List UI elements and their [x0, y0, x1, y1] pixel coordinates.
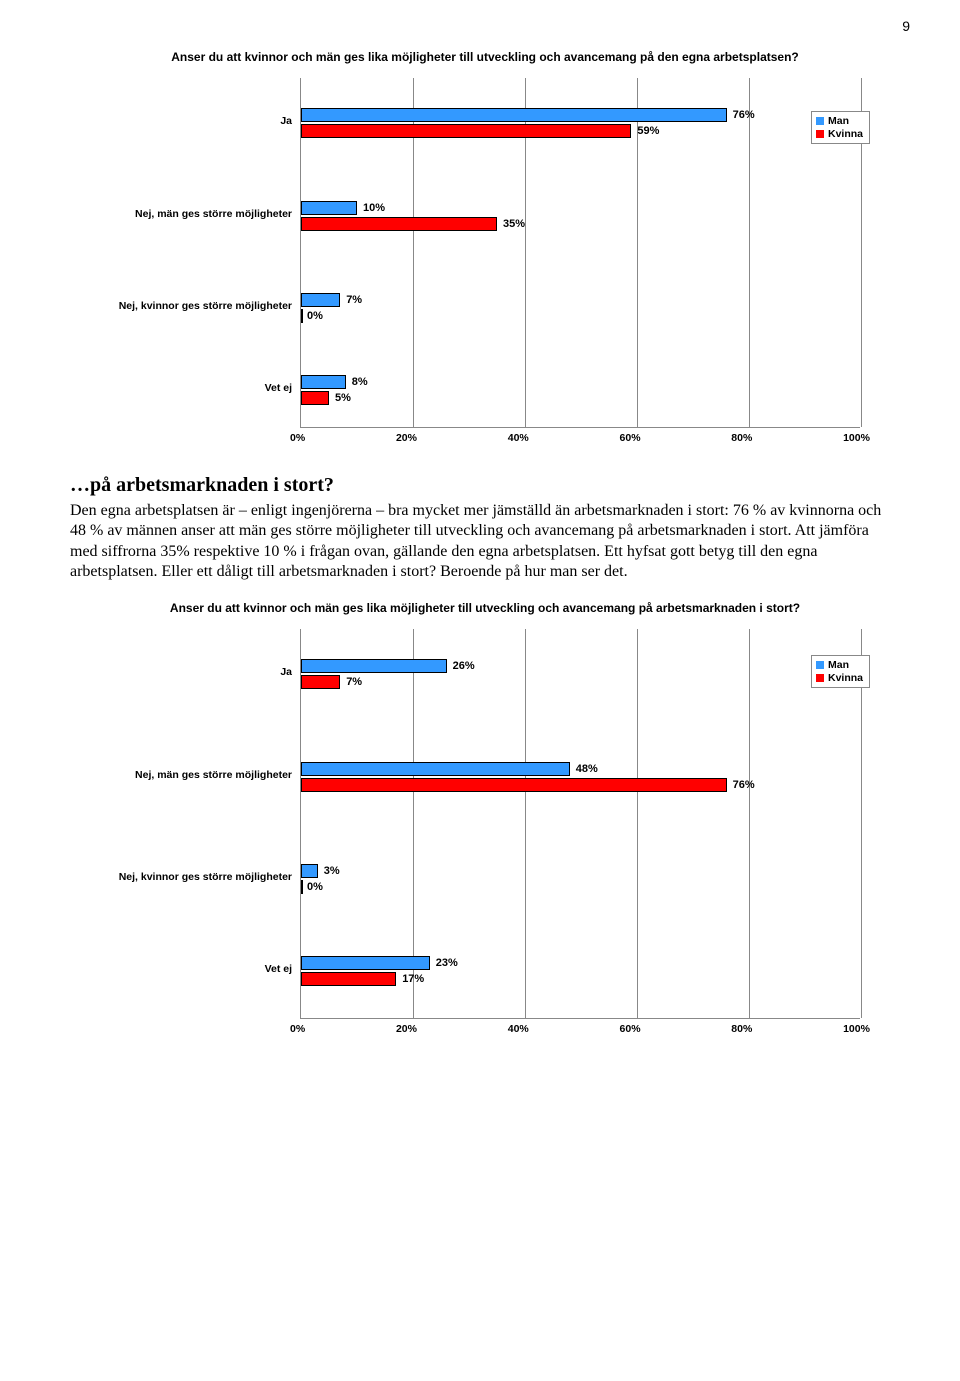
bar-man — [301, 762, 570, 776]
x-axis-labels: 0% 20% 40% 60% 80% 100% — [290, 432, 870, 444]
bar-man — [301, 864, 318, 878]
bar-label-man: 3% — [324, 865, 340, 877]
legend-item-kvinna: Kvinna — [816, 672, 863, 684]
bar-label-man: 26% — [453, 660, 475, 672]
bar-kvinna — [301, 217, 497, 231]
bar-label-man: 23% — [436, 957, 458, 969]
y-axis-label: Nej, män ges större möjligheter — [104, 770, 292, 782]
x-tick-label: 20% — [396, 1023, 417, 1035]
bar-label-kvinna: 59% — [637, 125, 659, 137]
bar-man — [301, 108, 727, 122]
gridline — [637, 629, 638, 1018]
legend: ManKvinna — [811, 655, 870, 688]
swatch-kvinna-icon — [816, 130, 824, 138]
chart1: Ja 76% 59% Nej, män ges större möjligheter 1… — [100, 78, 860, 448]
x-tick-label: 100% — [843, 1023, 870, 1035]
bar-kvinna — [301, 675, 340, 689]
legend-label-kvinna: Kvinna — [828, 128, 863, 140]
y-axis-label: Vet ej — [104, 964, 292, 976]
legend: ManKvinna — [811, 111, 870, 144]
gridline — [749, 629, 750, 1018]
y-axis-label: Nej, män ges större möjligheter — [104, 209, 292, 221]
bar-label-kvinna: 0% — [307, 881, 323, 893]
bar-label-man: 8% — [352, 376, 368, 388]
bar-kvinna — [301, 778, 727, 792]
page-number: 9 — [902, 18, 910, 34]
x-tick-label: 40% — [508, 432, 529, 444]
x-tick-label: 60% — [620, 1023, 641, 1035]
y-axis-label: Nej, kvinnor ges större möjligheter — [104, 872, 292, 884]
bar-man — [301, 201, 357, 215]
bar-man — [301, 293, 340, 307]
bar-label-man: 48% — [576, 763, 598, 775]
section-heading: …på arbetsmarknaden i stort? — [70, 474, 900, 497]
x-axis-labels: 0% 20% 40% 60% 80% 100% — [290, 1023, 870, 1035]
chart2: Ja 26% 7% Nej, män ges större möjligheter 48… — [100, 629, 860, 1039]
bar-man — [301, 956, 430, 970]
x-tick-label: 100% — [843, 432, 870, 444]
plot-area: Ja76%59%Nej, män ges större möjligheter1… — [300, 78, 860, 428]
chart1-title: Anser du att kvinnor och män ges lika mö… — [70, 50, 900, 64]
legend-item-kvinna: Kvinna — [816, 128, 863, 140]
bar-kvinna — [301, 391, 329, 405]
bar-label-kvinna: 5% — [335, 392, 351, 404]
swatch-kvinna-icon — [816, 674, 824, 682]
swatch-man-icon — [816, 661, 824, 669]
bar-label-man: 76% — [733, 109, 755, 121]
x-tick-label: 0% — [290, 1023, 305, 1035]
x-tick-label: 80% — [731, 1023, 752, 1035]
gridline — [525, 629, 526, 1018]
bar-label-kvinna: 35% — [503, 218, 525, 230]
x-tick-label: 20% — [396, 432, 417, 444]
y-axis-label: Vet ej — [104, 383, 292, 395]
x-tick-label: 80% — [731, 432, 752, 444]
gridline — [749, 78, 750, 427]
bar-kvinna — [301, 124, 631, 138]
y-axis-label: Nej, kvinnor ges större möjligheter — [104, 301, 292, 313]
legend-label-man: Man — [828, 659, 849, 671]
bar-label-kvinna: 0% — [307, 310, 323, 322]
legend-item-man: Man — [816, 115, 863, 127]
y-axis-label: Ja — [104, 667, 292, 679]
legend-label-man: Man — [828, 115, 849, 127]
legend-item-man: Man — [816, 659, 863, 671]
y-axis-label: Ja — [104, 116, 292, 128]
bar-label-man: 10% — [363, 202, 385, 214]
bar-man — [301, 659, 447, 673]
bar-kvinna — [301, 880, 303, 894]
plot-area: Ja26%7%Nej, män ges större möjligheter48… — [300, 629, 860, 1019]
legend-label-kvinna: Kvinna — [828, 672, 863, 684]
x-tick-label: 60% — [620, 432, 641, 444]
bar-label-man: 7% — [346, 294, 362, 306]
bar-label-kvinna: 76% — [733, 779, 755, 791]
swatch-man-icon — [816, 117, 824, 125]
chart2-title: Anser du att kvinnor och män ges lika mö… — [70, 601, 900, 615]
x-tick-label: 0% — [290, 432, 305, 444]
bar-label-kvinna: 17% — [402, 973, 424, 985]
bar-man — [301, 375, 346, 389]
bar-kvinna — [301, 309, 303, 323]
bar-kvinna — [301, 972, 396, 986]
bar-label-kvinna: 7% — [346, 676, 362, 688]
body-paragraph: Den egna arbetsplatsen är – enligt ingen… — [70, 501, 900, 583]
x-tick-label: 40% — [508, 1023, 529, 1035]
